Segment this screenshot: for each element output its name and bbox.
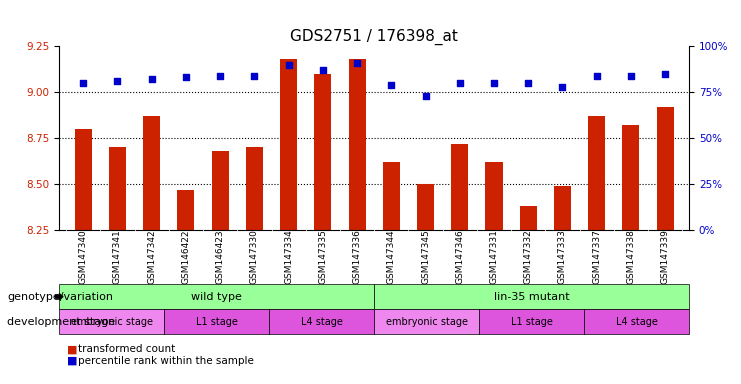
Text: GSM147334: GSM147334 — [284, 229, 293, 284]
Bar — [588, 116, 605, 230]
Bar — [109, 147, 126, 230]
Bar — [246, 147, 263, 230]
Text: transformed count: transformed count — [78, 344, 175, 354]
Point — [522, 80, 534, 86]
Point — [283, 61, 295, 68]
Text: GSM147345: GSM147345 — [421, 229, 430, 284]
Point — [659, 71, 671, 77]
Bar — [485, 162, 502, 230]
Point — [214, 73, 226, 79]
Text: wild type: wild type — [191, 291, 242, 302]
Text: GSM147335: GSM147335 — [319, 229, 328, 284]
Text: embryonic stage: embryonic stage — [386, 316, 468, 327]
Text: GSM147339: GSM147339 — [661, 229, 670, 284]
Text: embryonic stage: embryonic stage — [71, 316, 153, 327]
Bar — [280, 59, 297, 230]
Point — [146, 76, 158, 82]
Point — [591, 73, 602, 79]
Bar — [657, 107, 674, 230]
Point — [385, 82, 397, 88]
Title: GDS2751 / 176398_at: GDS2751 / 176398_at — [290, 28, 458, 45]
Text: ■: ■ — [67, 356, 77, 366]
Text: GSM147340: GSM147340 — [79, 229, 87, 284]
Text: GSM147342: GSM147342 — [147, 229, 156, 284]
Text: GSM147338: GSM147338 — [626, 229, 636, 284]
Bar — [314, 74, 331, 230]
Text: GSM147333: GSM147333 — [558, 229, 567, 284]
Text: L4 stage: L4 stage — [616, 316, 657, 327]
Bar — [143, 116, 160, 230]
Point — [488, 80, 500, 86]
Point — [556, 84, 568, 90]
Text: GSM147344: GSM147344 — [387, 229, 396, 284]
Text: GSM146422: GSM146422 — [182, 229, 190, 283]
Point — [77, 80, 89, 86]
Text: ■: ■ — [67, 344, 77, 354]
Text: GSM147332: GSM147332 — [524, 229, 533, 284]
Point — [112, 78, 124, 84]
Text: GSM147337: GSM147337 — [592, 229, 601, 284]
Bar — [451, 144, 468, 230]
Bar — [212, 151, 229, 230]
Text: GSM147331: GSM147331 — [490, 229, 499, 284]
Point — [351, 60, 363, 66]
Text: GSM147330: GSM147330 — [250, 229, 259, 284]
Point — [180, 74, 192, 81]
Text: GSM147341: GSM147341 — [113, 229, 122, 284]
Text: GSM147346: GSM147346 — [455, 229, 465, 284]
Bar — [622, 125, 639, 230]
Point — [317, 67, 329, 73]
Text: GSM146423: GSM146423 — [216, 229, 225, 284]
Bar — [554, 186, 571, 230]
Bar — [75, 129, 92, 230]
Point — [453, 80, 465, 86]
Bar — [177, 190, 194, 230]
Text: lin-35 mutant: lin-35 mutant — [494, 291, 570, 302]
Point — [625, 73, 637, 79]
Bar — [519, 207, 536, 230]
Text: L1 stage: L1 stage — [511, 316, 553, 327]
Text: percentile rank within the sample: percentile rank within the sample — [78, 356, 253, 366]
Bar — [383, 162, 400, 230]
Text: GSM147336: GSM147336 — [353, 229, 362, 284]
Text: genotype/variation: genotype/variation — [7, 291, 113, 302]
Point — [419, 93, 431, 99]
Text: development stage: development stage — [7, 316, 116, 327]
Text: L4 stage: L4 stage — [301, 316, 342, 327]
Bar — [417, 184, 434, 230]
Text: L1 stage: L1 stage — [196, 316, 238, 327]
Bar — [348, 59, 365, 230]
Point — [248, 73, 260, 79]
